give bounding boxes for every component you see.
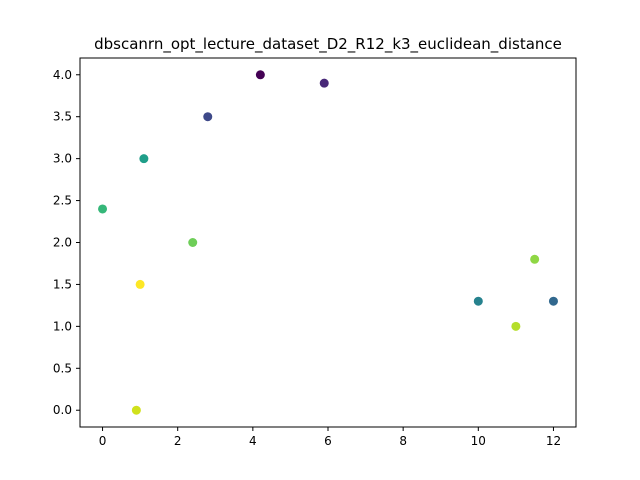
y-tick-label: 3.0 — [53, 152, 72, 166]
y-tick-label: 3.5 — [53, 110, 72, 124]
y-tick-label: 0.0 — [53, 403, 72, 417]
x-tick-label: 0 — [99, 434, 107, 448]
data-point — [203, 112, 213, 122]
data-point — [530, 254, 540, 264]
data-point — [135, 279, 145, 289]
y-tick-label: 2.0 — [53, 236, 72, 250]
data-point — [319, 78, 329, 88]
y-tick-label: 0.5 — [53, 361, 72, 375]
x-tick-label: 6 — [324, 434, 332, 448]
y-tick-label: 1.0 — [53, 319, 72, 333]
data-point — [139, 154, 149, 164]
data-point — [511, 321, 521, 331]
chart-title: dbscanrn_opt_lecture_dataset_D2_R12_k3_e… — [94, 35, 562, 54]
axes-frame — [79, 57, 577, 428]
data-point — [98, 204, 108, 214]
y-tick-label: 1.5 — [53, 277, 72, 291]
x-tick-label: 2 — [174, 434, 182, 448]
x-tick-label: 10 — [471, 434, 486, 448]
data-point — [548, 296, 558, 306]
data-point — [131, 405, 141, 415]
data-point — [188, 238, 198, 247]
plot-area — [98, 70, 558, 415]
x-tick-label: 12 — [546, 434, 561, 448]
x-tick-label: 4 — [249, 434, 257, 448]
y-tick-label: 2.5 — [53, 194, 72, 208]
data-point — [473, 296, 483, 306]
x-tick-label: 8 — [399, 434, 407, 448]
data-point — [255, 70, 265, 80]
y-tick-label: 4.0 — [53, 68, 72, 82]
